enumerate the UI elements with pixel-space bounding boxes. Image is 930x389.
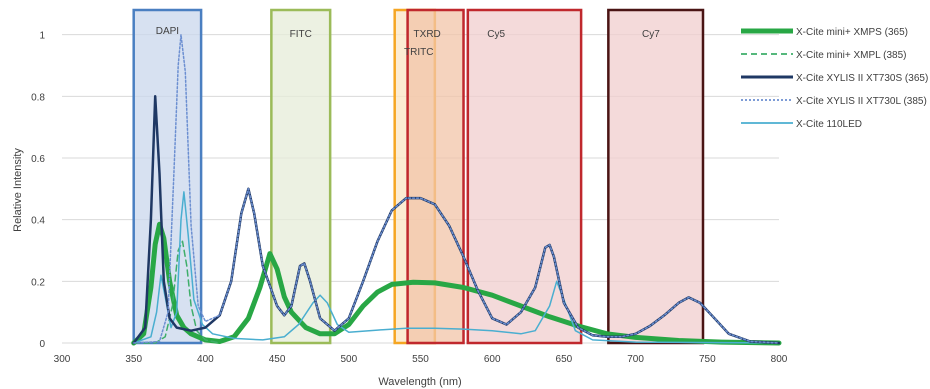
x-tick-label: 800 bbox=[771, 354, 788, 365]
y-axis-ticks: 0 0.2 0.4 0.6 0.8 1 bbox=[31, 31, 45, 350]
series-line-3 bbox=[132, 33, 780, 344]
filter-band-label: Cy7 bbox=[642, 29, 660, 40]
x-axis-label: Wavelength (nm) bbox=[378, 376, 461, 388]
filter-band-dapi bbox=[132, 8, 203, 345]
filter-band-txrd bbox=[406, 8, 465, 345]
filter-band-label: DAPI bbox=[156, 26, 179, 37]
filter-band-label: Cy5 bbox=[487, 29, 505, 40]
y-tick-label: 0.6 bbox=[31, 154, 45, 165]
x-tick-label: 550 bbox=[412, 354, 429, 365]
filter-band-fitc bbox=[270, 8, 332, 345]
legend-label: X-Cite 110LED bbox=[796, 119, 862, 130]
x-tick-label: 300 bbox=[54, 354, 71, 365]
x-tick-label: 450 bbox=[269, 354, 286, 365]
legend: X-Cite mini+ XMPS (365) X-Cite mini+ XMPL… bbox=[741, 27, 928, 130]
y-tick-label: 0.2 bbox=[31, 277, 45, 288]
x-tick-label: 750 bbox=[699, 354, 716, 365]
filter-band-cy5 bbox=[466, 8, 583, 345]
x-axis-ticks: 300 350 400 450 500 550 600 650 700 750 800 bbox=[54, 354, 788, 365]
y-tick-label: 1 bbox=[39, 31, 45, 42]
filter-band-label: FITC bbox=[290, 29, 312, 40]
y-tick-label: 0.4 bbox=[31, 216, 45, 227]
filter-band-label: TRITC bbox=[404, 47, 433, 58]
x-tick-label: 500 bbox=[340, 354, 357, 365]
y-tick-label: 0.8 bbox=[31, 92, 45, 103]
filter-band-labels: DAPI FITC TRITC TXRD Cy5 Cy7 bbox=[156, 26, 661, 58]
series-line-1 bbox=[132, 240, 221, 344]
x-tick-label: 400 bbox=[197, 354, 214, 365]
series-line-4 bbox=[132, 191, 780, 344]
x-tick-label: 600 bbox=[484, 354, 501, 365]
legend-label: X-Cite mini+ XMPS (365) bbox=[796, 27, 908, 38]
y-axis-label: Relative Intensity bbox=[12, 148, 24, 232]
filter-bands bbox=[132, 8, 705, 345]
legend-label: X-Cite mini+ XMPL (385) bbox=[796, 50, 907, 61]
series-lines bbox=[131, 33, 782, 346]
x-tick-label: 650 bbox=[556, 354, 573, 365]
filter-band-label: TXRD bbox=[414, 29, 441, 40]
x-tick-label: 350 bbox=[125, 354, 142, 365]
legend-label: X-Cite XYLIS II XT730S (365) bbox=[796, 73, 928, 84]
filter-band-cy7 bbox=[607, 8, 705, 345]
legend-label: X-Cite XYLIS II XT730L (385) bbox=[796, 96, 927, 107]
y-tick-label: 0 bbox=[39, 339, 45, 350]
x-tick-label: 700 bbox=[627, 354, 644, 365]
